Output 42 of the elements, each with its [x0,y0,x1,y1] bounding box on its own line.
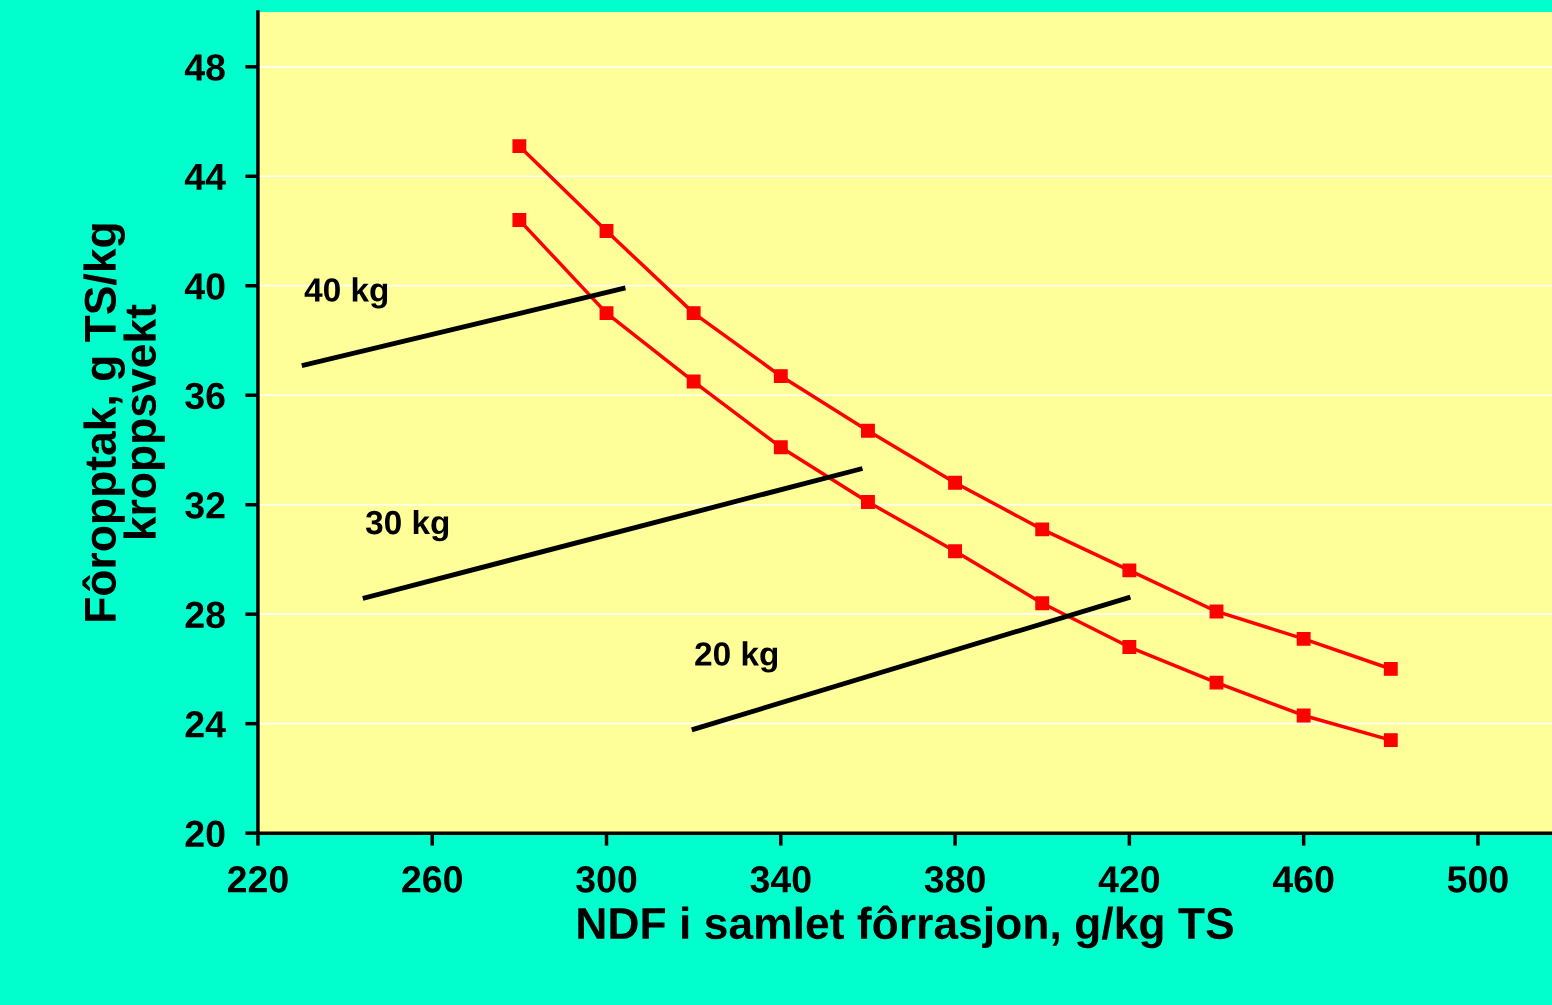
series-label: 30 kg [365,509,449,542]
x-tick-label: 220 [227,866,288,893]
x-tick-label: 260 [402,866,462,893]
point [686,374,701,389]
point [1296,631,1311,646]
point [599,306,614,321]
x-tick-label: 500 [1447,866,1508,893]
point [1122,640,1137,654]
y-tick-label: 20 [185,820,225,848]
point [599,224,614,238]
y-tick-label: 24 [185,711,226,738]
y-axis-title: Fôropptak, g TS/kg kroppsvekt [82,224,165,621]
point [512,139,527,154]
point [860,495,875,509]
x-tick-label: 380 [924,866,985,893]
point [1383,661,1398,676]
x-tick-label: 340 [750,866,811,893]
point [1209,675,1224,690]
series-label: 40 kg [304,277,388,309]
y-tick-label: 44 [184,164,226,190]
x-tick-label: 460 [1272,866,1334,893]
y-tick-label: 36 [185,382,225,410]
series-label: 20 kg [695,641,778,673]
point [860,423,875,438]
point [1383,733,1398,748]
point [948,544,963,559]
y-tick-label: 28 [185,601,225,629]
y-tick-label: 48 [184,54,225,81]
x-tick-label: 300 [576,866,637,893]
point [1122,563,1137,578]
point [512,213,527,228]
point [773,440,788,455]
y-tick-label: 40 [184,273,225,300]
point [1035,596,1050,611]
point [773,369,788,384]
x-tick-label: 420 [1098,866,1160,893]
point [686,306,701,321]
point [1296,708,1311,723]
x-axis-title: NDF i samlet fôrrasjon, g/kg TS [578,905,1233,949]
y-tick-label: 32 [185,492,225,519]
point [948,475,963,490]
point [1035,522,1050,537]
